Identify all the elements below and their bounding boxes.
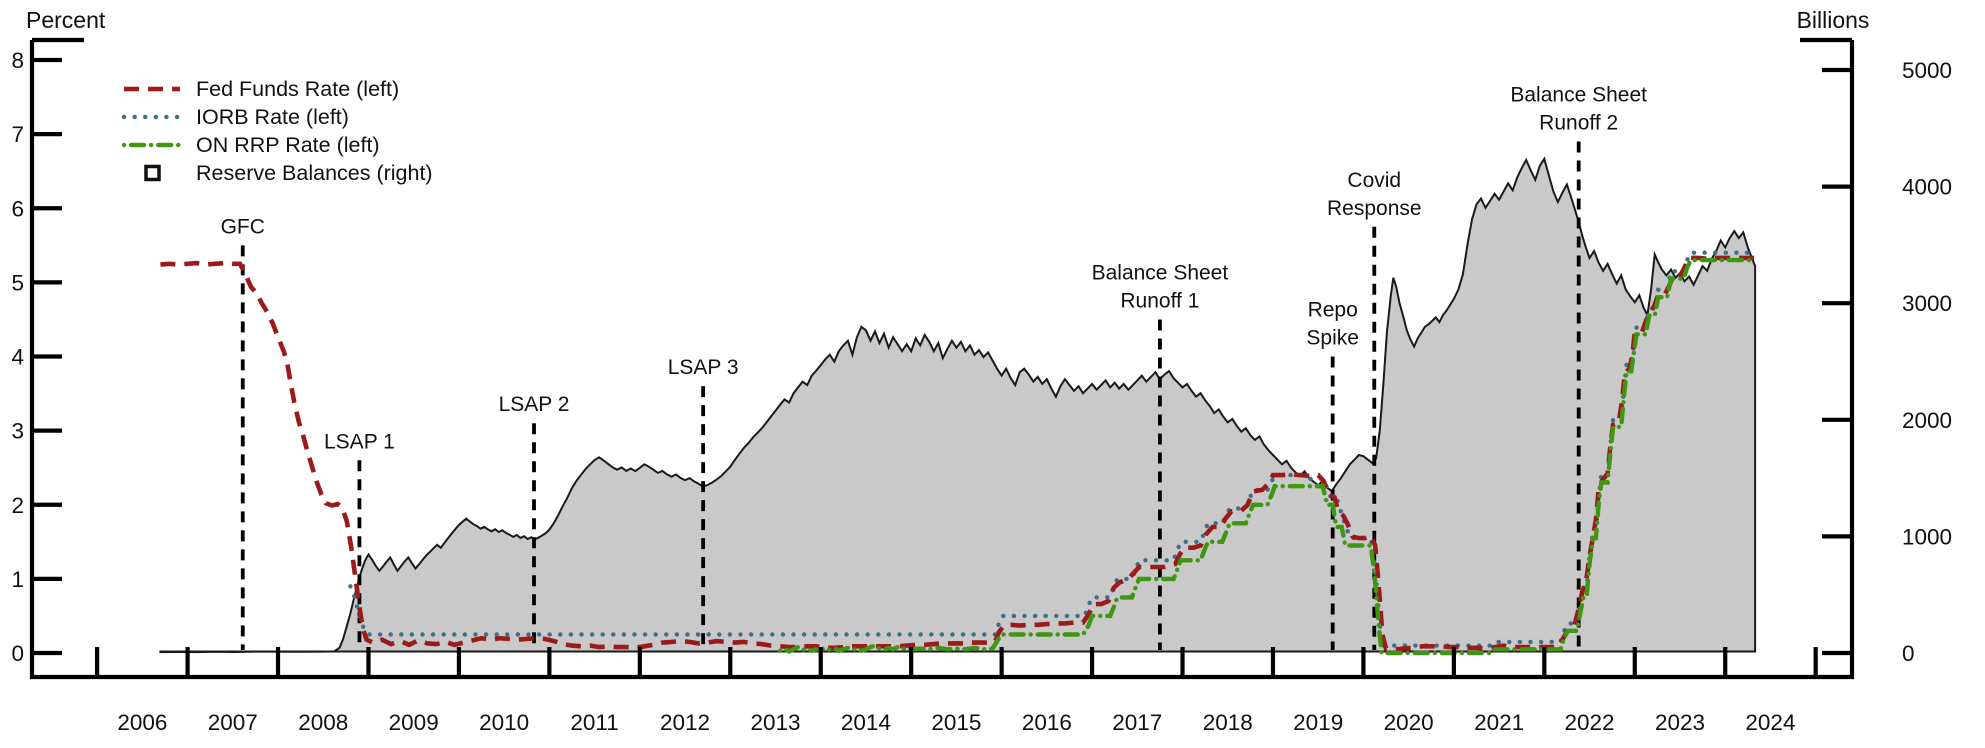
event-label-gfc-line1: GFC (221, 215, 265, 238)
x-axis-year-label: 2011 (570, 710, 618, 735)
legend-item-reserve-balances-right: Reserve Balances (right) (144, 161, 433, 185)
left-axis-tick-label: 8 (11, 48, 24, 73)
x-axis-year-label: 2006 (117, 710, 167, 735)
x-axis-year-label: 2020 (1384, 710, 1434, 735)
left-axis-tick-label: 7 (11, 122, 24, 147)
x-axis-year-label: 2021 (1474, 710, 1524, 735)
right-axis-tick-label: 0 (1902, 641, 1915, 666)
left-axis-tick-label: 4 (11, 345, 24, 370)
legend-label-reserve-balances-right: Reserve Balances (right) (196, 161, 433, 185)
right-axis-tick-label: 2000 (1902, 408, 1952, 433)
x-axis-year-label: 2018 (1203, 710, 1253, 735)
event-label-lsap-1-line1: LSAP 1 (324, 430, 395, 453)
x-axis-year-label: 2014 (841, 710, 891, 735)
event-label-lsap-3-line1: LSAP 3 (668, 356, 739, 379)
x-axis-year-label: 2013 (750, 710, 800, 735)
event-balance-sheet-runoff-1: Balance Sheet Runoff 1 (1092, 261, 1229, 650)
right-axis-tick-label: 4000 (1902, 175, 1952, 200)
event-label-balance-sheet-runoff-1-line2: Runoff 1 (1120, 289, 1199, 312)
legend-item-on-rrp-rate-left: ON RRP Rate (left) (121, 133, 380, 157)
legend-label-iorb-rate-left: IORB Rate (left) (196, 105, 349, 129)
x-axis-year-label: 2023 (1655, 710, 1705, 735)
right-axis-tick-label: 1000 (1902, 524, 1952, 549)
legend-item-fed-funds-rate-left: Fed Funds Rate (left) (124, 77, 399, 101)
event-label-balance-sheet-runoff-2-line2: Runoff 2 (1539, 112, 1618, 135)
event-repo-spike: Repo Spike (1306, 299, 1359, 650)
x-axis-year-label: 2008 (298, 710, 348, 735)
x-axis-year-label: 2015 (931, 710, 981, 735)
x-axis-year-label: 2017 (1112, 710, 1162, 735)
left-axis-tick-label: 1 (11, 567, 24, 592)
x-axis-year-label: 2022 (1565, 710, 1615, 735)
legend-label-on-rrp-rate-left: ON RRP Rate (left) (196, 133, 380, 157)
reserve-balances-area (159, 156, 1757, 654)
right-axis-tick-label: 5000 (1902, 58, 1952, 83)
left-axis-title: Percent (26, 7, 106, 33)
right-axis-title: Billions (1797, 7, 1870, 33)
left-axis-tick-label: 0 (11, 641, 24, 666)
reserve-balances-swatch-icon (144, 164, 161, 182)
event-label-covid-response-line1: Covid (1347, 169, 1401, 192)
left-axis-tick-label: 2 (11, 493, 24, 518)
x-axis-year-label: 2010 (479, 710, 529, 735)
legend-label-fed-funds-rate-left: Fed Funds Rate (left) (196, 77, 399, 101)
legend: Fed Funds Rate (left) IORB Rate (left) ON … (121, 77, 433, 185)
x-axis-year-label: 2007 (208, 710, 258, 735)
fed-funds-rate-line (160, 255, 1756, 652)
event-label-balance-sheet-runoff-2-line1: Balance Sheet (1510, 84, 1647, 107)
event-lsap-3: LSAP 3 (668, 356, 739, 650)
x-axis-year-label: 2009 (389, 710, 439, 735)
x-axis-year-label: 2019 (1293, 710, 1343, 735)
left-axis-tick-label: 3 (11, 419, 24, 444)
on-rrp-rate-line (777, 257, 1758, 656)
left-axis-tick-label: 5 (11, 270, 24, 295)
left-axis-tick-label: 6 (11, 196, 24, 221)
x-axis-year-label: 2012 (660, 710, 710, 735)
right-axis-tick-label: 3000 (1902, 291, 1952, 316)
event-label-lsap-2-line1: LSAP 2 (499, 393, 570, 416)
event-label-covid-response-line2: Response (1327, 197, 1422, 220)
event-label-balance-sheet-runoff-1-line1: Balance Sheet (1092, 261, 1229, 284)
legend-item-iorb-rate-left: IORB Rate (left) (121, 105, 349, 129)
event-lsap-2: LSAP 2 (499, 393, 570, 650)
event-label-repo-spike-line2: Spike (1306, 327, 1359, 350)
x-axis-year-label: 2024 (1745, 710, 1795, 735)
event-balance-sheet-runoff-2: Balance Sheet Runoff 2 (1510, 84, 1647, 650)
axes (29, 37, 1855, 680)
event-label-repo-spike-line1: Repo (1308, 299, 1358, 322)
event-gfc: GFC (221, 215, 265, 650)
x-axis-year-label: 2016 (1022, 710, 1072, 735)
